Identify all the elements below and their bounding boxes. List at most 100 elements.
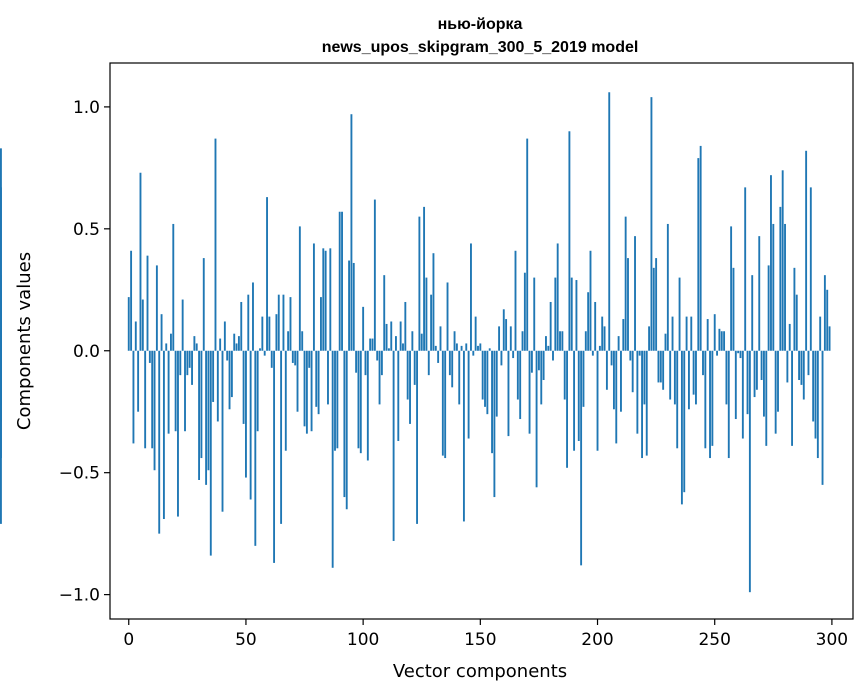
bar (287, 331, 290, 351)
bar (420, 333, 423, 351)
bar (219, 338, 222, 351)
bar (130, 250, 133, 351)
bar (341, 211, 343, 351)
bar (659, 350, 662, 383)
bar (530, 350, 533, 373)
bar (0, 350, 2, 405)
bar (549, 301, 552, 351)
bar (624, 216, 627, 351)
bar (268, 316, 271, 351)
bar (148, 350, 151, 363)
bar (751, 275, 754, 351)
bar (245, 350, 247, 478)
bar (191, 350, 193, 385)
bars-group (0, 92, 831, 593)
bar (523, 272, 526, 351)
bar (364, 350, 367, 376)
bar (739, 350, 742, 359)
bar (214, 138, 217, 351)
bar (228, 350, 231, 410)
bar (434, 345, 437, 351)
bar (809, 187, 812, 351)
bar (678, 277, 681, 351)
bar (533, 277, 536, 351)
bar (755, 350, 758, 390)
bar (252, 282, 254, 351)
bar (446, 282, 449, 351)
bar (430, 294, 433, 351)
bar (162, 350, 165, 520)
bar (317, 350, 320, 415)
x-axis-label: Vector components (393, 661, 567, 682)
bar (334, 350, 336, 451)
bar (657, 350, 660, 383)
bar (636, 350, 639, 434)
bar (767, 265, 770, 351)
bar (781, 170, 784, 351)
bar (823, 275, 826, 351)
bar (230, 350, 233, 398)
bar (477, 345, 479, 351)
bar (256, 350, 259, 432)
bar (270, 350, 273, 368)
bar (357, 350, 360, 449)
bar (507, 350, 510, 437)
bar (158, 350, 161, 534)
bar (784, 223, 786, 351)
bar (413, 350, 416, 385)
y-tick-label: 0.0 (73, 342, 100, 362)
bar (805, 150, 808, 351)
bar (198, 350, 201, 480)
bar (209, 350, 212, 556)
bar (338, 211, 341, 351)
bar (680, 350, 683, 505)
bar (704, 350, 707, 449)
bar (580, 350, 583, 566)
bar (526, 138, 529, 351)
bar (380, 350, 383, 376)
bar (296, 350, 299, 412)
bar (127, 297, 130, 351)
bar (746, 350, 749, 415)
bar (327, 350, 329, 405)
x-tick-label: 150 (464, 630, 496, 650)
bar (427, 350, 430, 376)
bar (205, 350, 208, 485)
bar (601, 316, 604, 351)
bar (369, 338, 372, 351)
bar (692, 350, 695, 395)
bar (432, 253, 435, 351)
bar (540, 350, 543, 405)
bar (699, 145, 702, 351)
y-axis-label: Components values (14, 252, 35, 430)
bar (683, 350, 686, 493)
bar (472, 350, 475, 356)
bar (514, 250, 517, 351)
x-tick-label: 50 (235, 630, 257, 650)
bar (643, 350, 646, 405)
bar (826, 289, 829, 351)
bar (669, 350, 672, 400)
bar (409, 350, 411, 424)
bar (582, 350, 585, 407)
bar (753, 350, 756, 398)
bar (179, 350, 182, 376)
bar (563, 350, 566, 400)
bar (247, 294, 250, 351)
bar (202, 258, 205, 351)
bar (345, 350, 348, 510)
y-tick-label: 0.5 (73, 220, 100, 240)
bar (791, 350, 793, 446)
bar (0, 299, 2, 351)
bar (734, 350, 737, 420)
bar (481, 350, 484, 400)
bar (320, 297, 322, 351)
bar (695, 350, 697, 405)
bar (645, 350, 648, 456)
bar (261, 316, 264, 351)
bar (298, 226, 301, 351)
bar (146, 255, 149, 351)
bar (387, 348, 390, 351)
bar (575, 280, 578, 351)
bar (416, 350, 418, 524)
